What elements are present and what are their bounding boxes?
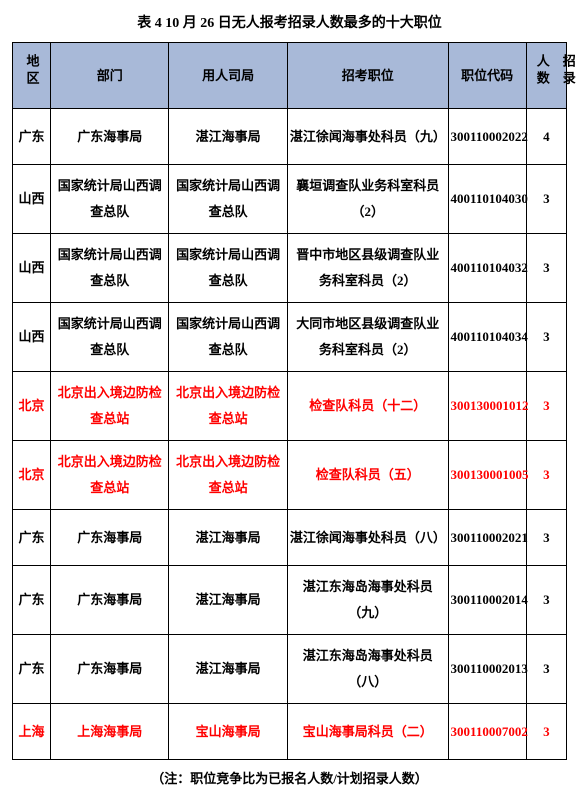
cell-dept: 国家统计局山西调查总队: [51, 234, 169, 303]
cell-num: 3: [526, 372, 566, 441]
cell-bureau: 湛江海事局: [169, 510, 287, 566]
cell-bureau: 宝山海事局: [169, 704, 287, 760]
table-row: 上海上海海事局宝山海事局宝山海事局科员（二）3001100070023: [13, 704, 567, 760]
table-row: 北京北京出入境边防检查总站北京出入境边防检查总站检查队科员（十二）3001300…: [13, 372, 567, 441]
cell-code: 300110007002: [448, 704, 526, 760]
cell-dept: 北京出入境边防检查总站: [51, 441, 169, 510]
cell-dept: 上海海事局: [51, 704, 169, 760]
cell-position: 湛江徐闻海事处科员（九）: [287, 109, 448, 165]
footnote: （注：职位竞争比为已报名人数/计划招录人数）: [12, 768, 567, 787]
table-row: 山西国家统计局山西调查总队国家统计局山西调查总队襄垣调查队业务科室科员（2）40…: [13, 165, 567, 234]
cell-position: 晋中市地区县级调查队业务科室科员（2）: [287, 234, 448, 303]
cell-bureau: 国家统计局山西调查总队: [169, 234, 287, 303]
col-header-code: 职位代码: [448, 43, 526, 109]
cell-bureau: 国家统计局山西调查总队: [169, 165, 287, 234]
cell-region: 北京: [13, 372, 51, 441]
cell-position: 检查队科员（五）: [287, 441, 448, 510]
table-row: 广东广东海事局湛江海事局湛江东海岛海事处科员（九）3001100020143: [13, 566, 567, 635]
cell-num: 4: [526, 109, 566, 165]
cell-num: 3: [526, 303, 566, 372]
cell-bureau: 湛江海事局: [169, 635, 287, 704]
cell-code: 300110002022: [448, 109, 526, 165]
cell-code: 300130001012: [448, 372, 526, 441]
col-header-dept: 部门: [51, 43, 169, 109]
cell-region: 广东: [13, 510, 51, 566]
cell-bureau: 北京出入境边防检查总站: [169, 372, 287, 441]
cell-position: 湛江东海岛海事处科员（九）: [287, 566, 448, 635]
cell-bureau: 国家统计局山西调查总队: [169, 303, 287, 372]
table-row: 广东广东海事局湛江海事局湛江徐闻海事处科员（九）3001100020224: [13, 109, 567, 165]
positions-table: 地区 部门 用人司局 招考职位 职位代码 招录人数 广东广东海事局湛江海事局湛江…: [12, 42, 567, 760]
col-header-bureau: 用人司局: [169, 43, 287, 109]
header-row: 地区 部门 用人司局 招考职位 职位代码 招录人数: [13, 43, 567, 109]
cell-num: 3: [526, 510, 566, 566]
cell-dept: 国家统计局山西调查总队: [51, 303, 169, 372]
cell-region: 广东: [13, 635, 51, 704]
cell-position: 湛江东海岛海事处科员（八）: [287, 635, 448, 704]
cell-position: 宝山海事局科员（二）: [287, 704, 448, 760]
cell-region: 北京: [13, 441, 51, 510]
cell-region: 上海: [13, 704, 51, 760]
cell-code: 400110104032: [448, 234, 526, 303]
cell-dept: 广东海事局: [51, 109, 169, 165]
cell-region: 广东: [13, 566, 51, 635]
cell-num: 3: [526, 165, 566, 234]
cell-position: 大同市地区县级调查队业务科室科员（2）: [287, 303, 448, 372]
col-header-position: 招考职位: [287, 43, 448, 109]
cell-code: 300110002013: [448, 635, 526, 704]
cell-dept: 广东海事局: [51, 566, 169, 635]
cell-code: 300110002021: [448, 510, 526, 566]
cell-num: 3: [526, 566, 566, 635]
col-header-region: 地区: [13, 43, 51, 109]
table-row: 山西国家统计局山西调查总队国家统计局山西调查总队晋中市地区县级调查队业务科室科员…: [13, 234, 567, 303]
cell-region: 山西: [13, 303, 51, 372]
col-header-num: 招录人数: [526, 43, 566, 109]
cell-bureau: 北京出入境边防检查总站: [169, 441, 287, 510]
cell-position: 襄垣调查队业务科室科员（2）: [287, 165, 448, 234]
cell-bureau: 湛江海事局: [169, 566, 287, 635]
table-row: 山西国家统计局山西调查总队国家统计局山西调查总队大同市地区县级调查队业务科室科员…: [13, 303, 567, 372]
table-row: 广东广东海事局湛江海事局湛江徐闻海事处科员（八）3001100020213: [13, 510, 567, 566]
cell-region: 山西: [13, 165, 51, 234]
cell-dept: 北京出入境边防检查总站: [51, 372, 169, 441]
cell-code: 300130001005: [448, 441, 526, 510]
cell-position: 湛江徐闻海事处科员（八）: [287, 510, 448, 566]
cell-num: 3: [526, 441, 566, 510]
cell-dept: 广东海事局: [51, 635, 169, 704]
table-row: 北京北京出入境边防检查总站北京出入境边防检查总站检查队科员（五）30013000…: [13, 441, 567, 510]
cell-code: 400110104034: [448, 303, 526, 372]
cell-num: 3: [526, 635, 566, 704]
table-title: 表 4 10 月 26 日无人报考招录人数最多的十大职位: [12, 12, 567, 32]
cell-dept: 广东海事局: [51, 510, 169, 566]
cell-bureau: 湛江海事局: [169, 109, 287, 165]
cell-code: 300110002014: [448, 566, 526, 635]
cell-region: 山西: [13, 234, 51, 303]
cell-dept: 国家统计局山西调查总队: [51, 165, 169, 234]
table-row: 广东广东海事局湛江海事局湛江东海岛海事处科员（八）3001100020133: [13, 635, 567, 704]
cell-code: 400110104030: [448, 165, 526, 234]
cell-region: 广东: [13, 109, 51, 165]
cell-position: 检查队科员（十二）: [287, 372, 448, 441]
cell-num: 3: [526, 704, 566, 760]
cell-num: 3: [526, 234, 566, 303]
